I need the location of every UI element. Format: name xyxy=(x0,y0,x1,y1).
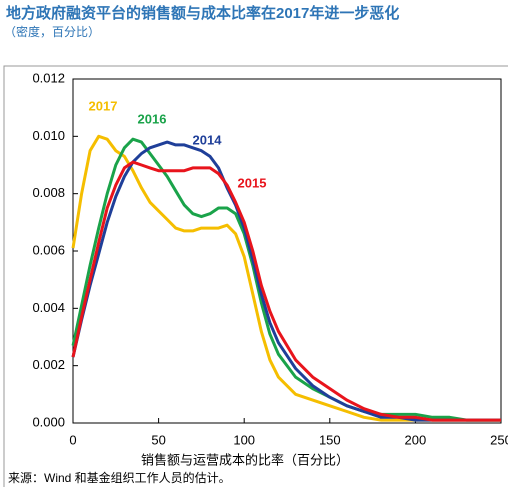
series-line xyxy=(71,134,501,422)
y-tick-label: 0.002 xyxy=(32,357,65,372)
x-tick-label: 250 xyxy=(490,432,508,447)
series-line xyxy=(71,140,501,422)
source: 来源：Wind 和基金组织工作人员的估计。 xyxy=(8,470,231,485)
x-tick-label: 0 xyxy=(69,432,76,447)
series-label: 2014 xyxy=(193,132,223,147)
y-tick-label: 0.010 xyxy=(32,128,65,143)
x-axis-label: 销售额与运营成本的比率（百分比） xyxy=(141,452,349,467)
series-line xyxy=(71,160,501,422)
x-tick-label: 150 xyxy=(319,432,341,447)
chart-title: 地方政府融资平台的销售额与成本比率在2017年进一步恶化 xyxy=(6,4,399,22)
plot-area xyxy=(72,78,502,424)
x-tick-label: 50 xyxy=(151,432,165,447)
series-label: 2016 xyxy=(138,111,167,126)
y-tick-label: 0.008 xyxy=(32,185,65,200)
x-tick-label: 100 xyxy=(233,432,255,447)
series-label: 2017 xyxy=(89,98,118,113)
y-tick-label: 0.000 xyxy=(32,414,65,429)
series-line xyxy=(71,137,501,422)
x-tick-label: 200 xyxy=(405,432,427,447)
frame xyxy=(3,65,508,487)
y-tick-label: 0.004 xyxy=(32,300,65,315)
series-label: 2015 xyxy=(238,175,267,190)
y-tick-label: 0.006 xyxy=(32,242,65,257)
chart-subtitle: （密度，百分比） xyxy=(4,24,100,39)
y-tick-label: 0.012 xyxy=(32,70,65,85)
